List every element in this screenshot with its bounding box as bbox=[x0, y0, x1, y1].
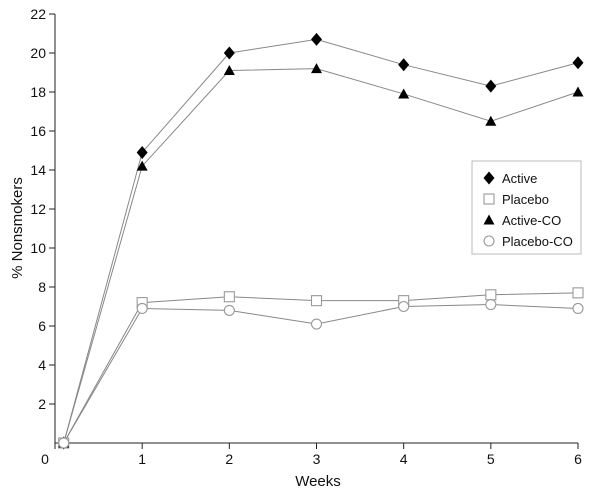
x-tick-label: 3 bbox=[313, 451, 321, 467]
data-point-placebo bbox=[572, 287, 584, 299]
data-point-active bbox=[223, 46, 235, 60]
y-tick-label: 20 bbox=[30, 45, 46, 61]
y-tick-label: 14 bbox=[30, 162, 46, 178]
x-tick-label: 1 bbox=[138, 451, 146, 467]
x-tick-label: 0 bbox=[41, 451, 49, 467]
y-tick-label: 16 bbox=[30, 123, 46, 139]
x-tick-label: 2 bbox=[225, 451, 233, 467]
data-point-placebo bbox=[223, 291, 235, 303]
data-point-active-co bbox=[311, 63, 322, 74]
legend-label-placebo: Placebo bbox=[502, 192, 549, 207]
data-point-active bbox=[311, 32, 322, 46]
data-point-placebo-co bbox=[398, 300, 410, 313]
y-tick-label: 22 bbox=[30, 6, 46, 22]
y-tick-label: 6 bbox=[38, 318, 46, 334]
legend-label-placebo-co: Placebo-CO bbox=[502, 234, 573, 249]
x-axis-label: Weeks bbox=[295, 473, 341, 490]
data-point-placebo-co bbox=[572, 302, 584, 315]
data-point-active bbox=[398, 58, 410, 72]
data-point-active bbox=[572, 56, 584, 70]
legend-marker-placebo-co bbox=[483, 235, 495, 247]
x-tick-label: 5 bbox=[487, 451, 495, 467]
y-tick-label: 18 bbox=[30, 84, 46, 100]
data-point-active bbox=[485, 79, 497, 93]
data-point-placebo-co bbox=[223, 304, 235, 316]
data-point-active-co bbox=[136, 160, 148, 171]
y-tick-label: 2 bbox=[38, 396, 46, 412]
y-tick-label: 12 bbox=[30, 201, 46, 217]
data-point-active-co bbox=[485, 115, 497, 126]
series-line-placebo bbox=[63, 292, 579, 444]
legend: Active Placebo Active-CO Placebo-CO bbox=[471, 160, 582, 255]
y-tick-label: 8 bbox=[38, 279, 46, 295]
data-point-active bbox=[136, 145, 148, 159]
legend-marker-active-co bbox=[483, 214, 495, 225]
y-tick-label: 10 bbox=[30, 240, 46, 256]
data-point-placebo-co bbox=[310, 318, 323, 330]
data-point-placebo-co bbox=[58, 437, 70, 449]
legend-label-active-co: Active-CO bbox=[502, 213, 561, 228]
legend-label-active: Active bbox=[502, 171, 537, 186]
data-point-active-co bbox=[398, 88, 410, 99]
data-point-active-co bbox=[572, 86, 584, 97]
x-tick-label: 4 bbox=[400, 451, 408, 467]
series-line-active-co bbox=[63, 68, 579, 444]
legend-marker-placebo bbox=[483, 193, 495, 205]
data-point-placebo bbox=[485, 289, 497, 301]
y-tick-label: 4 bbox=[38, 357, 46, 373]
x-tick-label: 6 bbox=[574, 451, 582, 467]
data-point-placebo bbox=[310, 295, 323, 307]
data-point-placebo-co bbox=[485, 298, 497, 311]
data-point-active-co bbox=[223, 65, 235, 76]
y-axis-label: % Nonsmokers bbox=[9, 177, 26, 279]
series-markers bbox=[58, 32, 584, 450]
data-point-placebo-co bbox=[136, 302, 148, 315]
legend-marker-active bbox=[483, 171, 495, 185]
